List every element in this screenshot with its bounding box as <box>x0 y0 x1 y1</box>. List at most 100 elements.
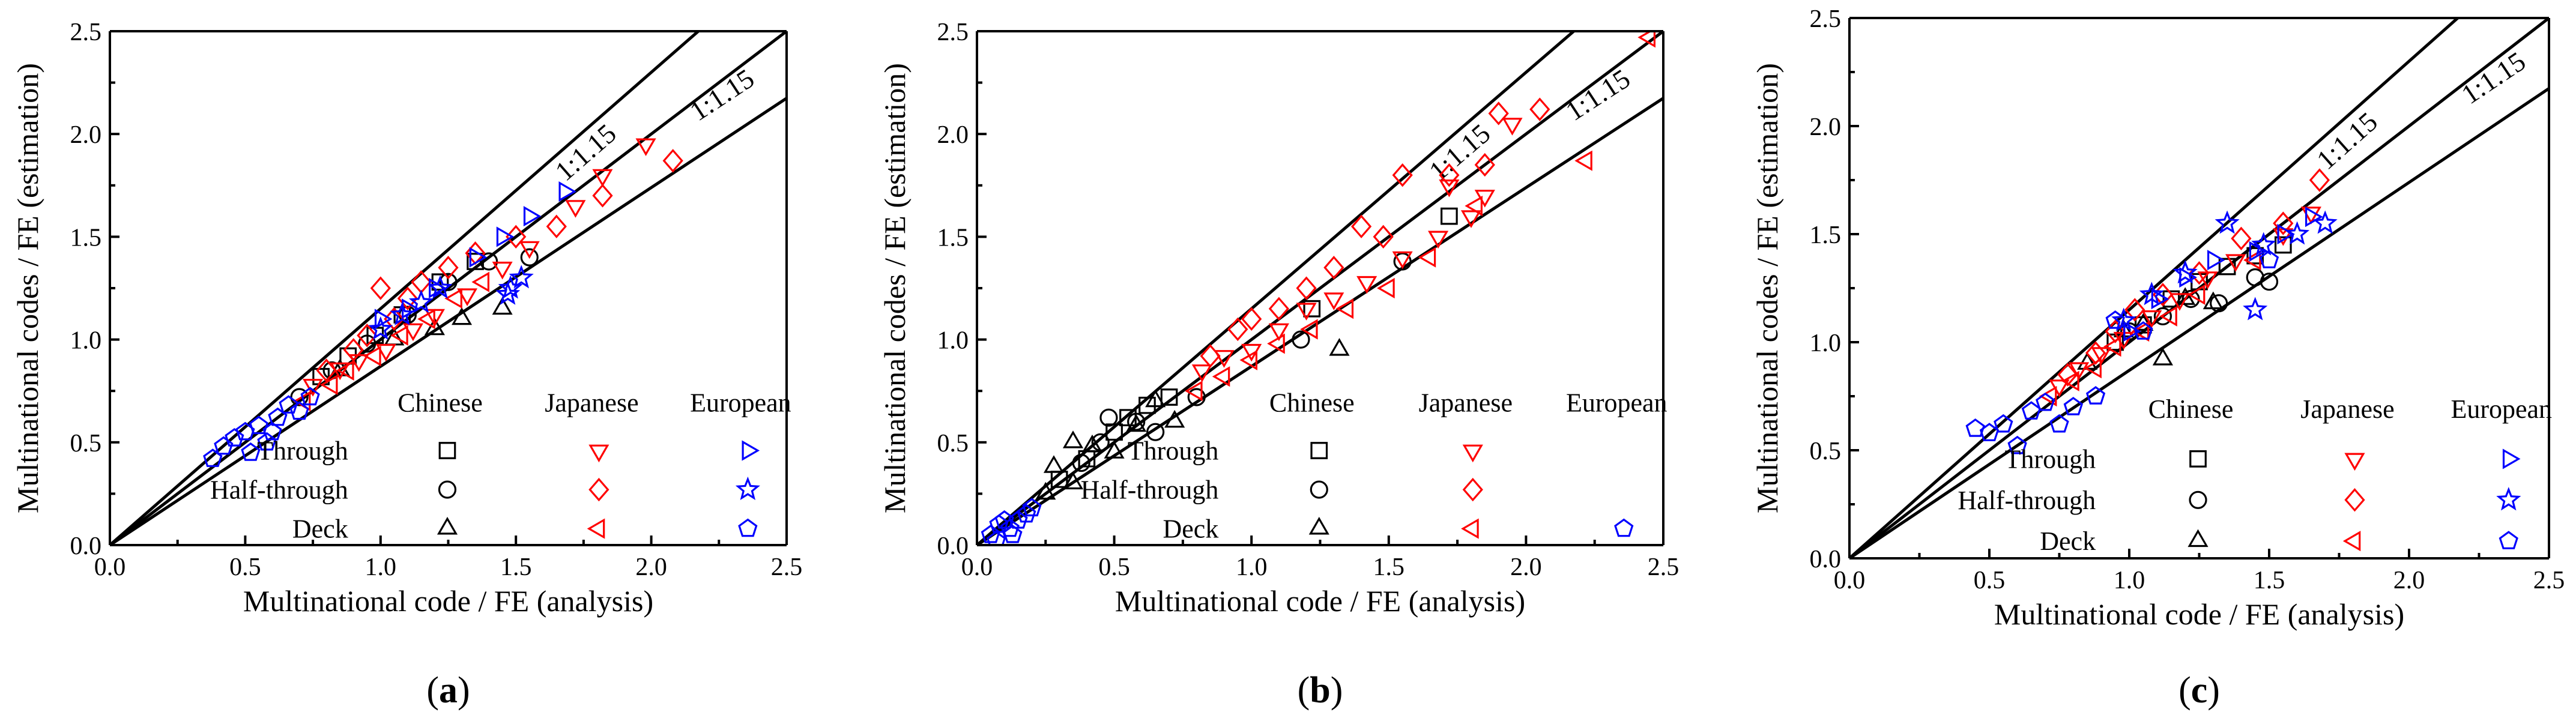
data-point-triangle-left-6-2 <box>1212 366 1230 387</box>
data-point-square-1-7 <box>1303 300 1321 318</box>
x-tick-label: 0.5 <box>229 554 261 581</box>
data-point-diamond-5-2 <box>343 338 364 362</box>
data-point-pentagon-7-5 <box>1008 510 1028 529</box>
legend-marker-diamond <box>2344 488 2365 512</box>
legend-marker-triangle-right <box>742 440 760 461</box>
data-point-triangle-down-4-5 <box>402 323 423 342</box>
legend-column-european: European <box>2451 394 2552 424</box>
data-point-circle-2-4 <box>1127 412 1146 431</box>
data-point-star-8-4 <box>428 275 453 299</box>
data-point-triangle-left-6-1 <box>1185 381 1203 402</box>
data-point-triangle-3-5 <box>1104 441 1125 459</box>
legend-marker-circle <box>2189 490 2207 509</box>
reference-line-1 <box>110 31 700 545</box>
legend-marker-triangle-left <box>1461 518 1479 539</box>
legend-row-deck: Deck <box>1163 514 1218 544</box>
data-point-diamond-5-12 <box>1474 152 1495 177</box>
y-tick-label: 0.0 <box>937 532 969 560</box>
data-point-diamond-5-11 <box>1529 97 1550 121</box>
legend-marker-triangle <box>437 516 458 535</box>
legend-row-through: Through <box>1128 436 1219 465</box>
x-tick-label: 1.0 <box>365 554 397 581</box>
data-point-diamond-5-10 <box>546 214 567 238</box>
x-tick-label: 1.5 <box>2254 567 2285 594</box>
data-point-triangle-left-6-4 <box>363 345 381 367</box>
data-point-circle-2-4 <box>2210 294 2228 313</box>
legend-marker-triangle-left <box>2342 531 2361 552</box>
data-point-star-8-1 <box>2111 307 2136 331</box>
data-point-pentagon-9-11 <box>2133 321 2153 340</box>
data-point-triangle-down-4-4 <box>375 343 396 362</box>
data-point-pentagon-9-10 <box>2105 310 2125 329</box>
x-tick-label: 0.0 <box>961 554 993 581</box>
data-point-triangle-left-6-10 <box>1574 150 1592 171</box>
reference-line-2 <box>977 31 1663 545</box>
data-point-triangle-down-4-10 <box>565 200 586 218</box>
x-tick-label: 2.5 <box>771 554 803 581</box>
data-point-triangle-down-4-7 <box>1356 276 1377 294</box>
data-point-triangle-down-4-2 <box>2069 362 2090 380</box>
panel-label: (b) <box>1298 670 1343 711</box>
data-point-circle-2-7 <box>520 248 539 267</box>
data-point-circle-2-6 <box>1187 388 1206 406</box>
legend-column-japanese: Japanese <box>1419 388 1513 417</box>
data-point-pentagon-9-6 <box>2036 392 2055 411</box>
data-point-diamond-5-6 <box>1323 256 1344 280</box>
data-point-triangle-left-6-7 <box>1377 277 1395 299</box>
legend-column-chinese: Chinese <box>1269 388 1355 417</box>
x-tick-label: 2.0 <box>1510 554 1542 581</box>
data-point-triangle-down-4-9 <box>519 241 540 259</box>
data-point-diamond-5-8 <box>1392 163 1413 187</box>
data-point-diamond-5-13 <box>1373 225 1394 249</box>
data-point-triangle-right-7-4 <box>469 247 488 268</box>
reference-line-3 <box>1849 87 2549 558</box>
data-point-triangle-down-4-6 <box>2169 293 2190 311</box>
data-point-triangle-down-4-11 <box>592 169 613 187</box>
chart-panel-c: 1:1.151:1.150.0 0.5 1.0 1.5 2.0 2.50.00.51.01… <box>1750 5 2565 711</box>
legend-marker-triangle-down <box>588 444 609 463</box>
data-point-triangle-left-6-5 <box>390 325 408 346</box>
data-point-star-8-7 <box>2285 221 2310 245</box>
y-tick-label: 1.5 <box>937 224 969 252</box>
data-point-square-1-5 <box>1138 396 1156 414</box>
x-tick-label: 2.0 <box>2393 567 2425 594</box>
data-point-triangle-left-6-8 <box>2243 250 2261 271</box>
data-point-pentagon-9-12 <box>262 421 282 441</box>
legend-column-european: European <box>1566 388 1667 417</box>
data-point-circle-2-5 <box>1146 423 1165 441</box>
data-point-triangle-down-4-7 <box>457 288 478 307</box>
data-point-triangle-3-3 <box>424 317 445 336</box>
legend-marker-triangle-down <box>1462 444 1483 463</box>
data-point-diamond-5-12 <box>662 149 683 173</box>
legend-marker-square <box>1310 442 1328 459</box>
data-point-triangle-left-6-2 <box>2061 370 2079 391</box>
reference-label-3: 1:1.15 <box>685 63 760 127</box>
y-tick-label: 2.5 <box>937 19 969 46</box>
legend-column-japanese: Japanese <box>545 388 638 417</box>
data-point-triangle-3-8 <box>1164 409 1185 428</box>
data-point-triangle-down-4-13 <box>1439 179 1460 198</box>
data-point-triangle-left-6-6 <box>417 309 435 330</box>
legend-column-european: European <box>690 388 791 417</box>
data-point-triangle-3-6 <box>2203 291 2224 310</box>
legend-marker-pentagon <box>738 518 758 537</box>
legend-marker-triangle-left <box>587 518 605 539</box>
y-tick-label: 2.0 <box>937 121 969 149</box>
legend-marker-triangle-right <box>2502 448 2521 469</box>
data-point-triangle-3-3 <box>1062 471 1084 490</box>
legend-row-through: Through <box>257 436 348 465</box>
data-point-star-8-6 <box>2251 232 2276 256</box>
data-point-star-8-4 <box>2215 210 2240 234</box>
x-tick-label: 1.5 <box>1373 554 1405 581</box>
data-point-pentagon-7-6 <box>1017 504 1036 523</box>
data-point-triangle-left-6-5 <box>1300 319 1318 340</box>
data-point-diamond-5-7 <box>1350 214 1372 238</box>
data-point-triangle-down-4-10 <box>1460 210 1481 228</box>
data-point-circle-2-3 <box>1099 408 1118 427</box>
data-point-triangle-right-7-7 <box>558 181 576 202</box>
data-point-pentagon-9-8 <box>2063 397 2083 415</box>
x-tick-label: 0.0 <box>1834 567 1866 594</box>
data-point-star-8-3 <box>408 289 434 313</box>
data-point-triangle-down-4-2 <box>1214 350 1235 368</box>
x-tick-label: 0.5 <box>1974 567 2006 594</box>
